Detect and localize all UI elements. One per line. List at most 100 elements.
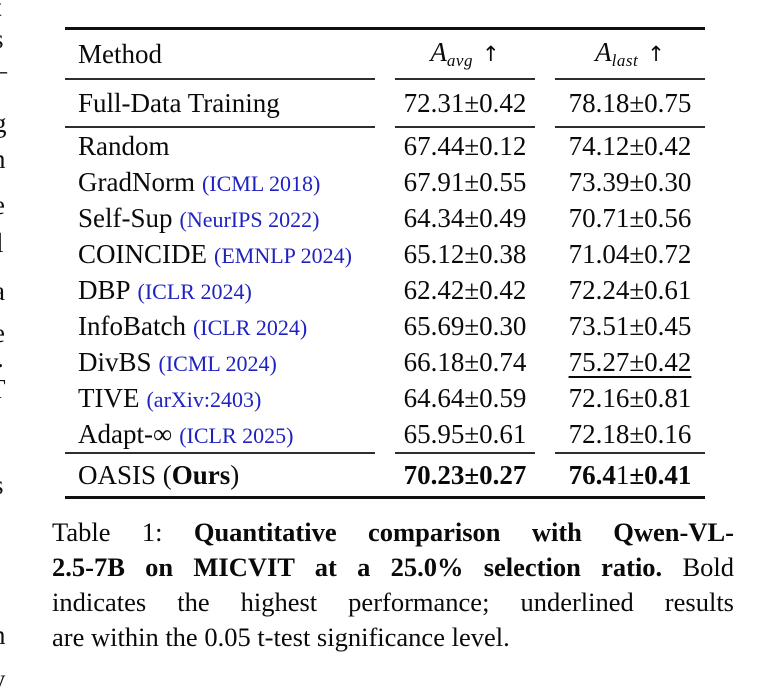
citation-link[interactable]: (arXiv:2403) (146, 386, 262, 412)
a-last-cell: 74.12±0.42 (555, 131, 705, 162)
a-avg-cell: 64.64±0.59 (395, 383, 535, 414)
text-segment: 65.69±0.30 (403, 310, 527, 341)
rule-segment (395, 78, 535, 80)
text-segment: 2.5-7B on MICVIT at a 25.0% selection ra… (52, 552, 663, 582)
a-avg-cell: 72.31±0.42 (395, 88, 535, 119)
method-cell: TIVE (arXiv:2403) (65, 383, 375, 414)
text-segment: 73.39±0.30 (568, 166, 692, 197)
table-row: Random 67.44±0.12 74.12±0.42 (65, 128, 705, 164)
text-segment: 71.04±0.72 (568, 238, 692, 269)
rule-segment (555, 452, 705, 454)
text-segment: Adapt-∞ (78, 418, 173, 449)
header-a-last: Alast ↑ (555, 37, 705, 71)
text-segment: 78.18±0.75 (568, 87, 692, 118)
text-segment: 65.12±0.38 (403, 238, 527, 269)
left-column-text-fragment: . (0, 345, 4, 372)
rule-segment (65, 78, 375, 80)
citation-link[interactable]: (ICML 2024) (158, 350, 277, 376)
method-cell: Random (65, 131, 375, 162)
math-symbol: A (595, 37, 612, 67)
method-cell: GradNorm (ICML 2018) (65, 167, 375, 198)
rule-segment (395, 452, 535, 454)
text-segment: 64.64±0.59 (403, 382, 527, 413)
text-segment: 1 (615, 459, 630, 490)
left-column-text-fragment: t (0, 0, 2, 21)
text-segment: 64.34±0.49 (403, 202, 527, 233)
citation-link[interactable]: (ICLR 2025) (179, 422, 294, 448)
a-last-cell: 70.71±0.56 (555, 203, 705, 234)
a-last-cell: 75.27±0.42 (555, 347, 705, 378)
text-segment: Full-Data Training (78, 87, 280, 118)
header-method: Method (78, 38, 162, 69)
header-a-avg: Aavg ↑ (395, 37, 535, 71)
partial-rule (65, 78, 705, 80)
a-last-cell: 73.39±0.30 (555, 167, 705, 198)
method-cell: COINCIDE (EMNLP 2024) (65, 239, 375, 270)
citation-link[interactable]: (ICLR 2024) (192, 314, 308, 340)
math-subscript: avg (446, 51, 473, 70)
table-row: GradNorm (ICML 2018) 67.91±0.55 73.39±0.30 (65, 164, 705, 200)
text-segment: Bold (662, 552, 734, 582)
left-column-text-fragment: — (0, 57, 7, 84)
table-row: Full-Data Training 72.31±0.42 78.18±0.75 (65, 80, 705, 126)
text-segment: Table 1: (52, 517, 194, 547)
text-segment: 73.51±0.45 (568, 310, 692, 341)
text-segment: 66.18±0.74 (403, 346, 527, 377)
left-column-text-fragment: n (0, 622, 6, 649)
table-row: InfoBatch (ICLR 2024) 65.69±0.30 73.51±0.45 (65, 308, 705, 344)
citation-link[interactable]: (NeurIPS 2022) (179, 206, 320, 232)
citation-link[interactable]: (ICML 2018) (201, 170, 321, 196)
a-last-cell: 72.18±0.16 (555, 419, 705, 450)
a-avg-cell: 70.23±0.27 (395, 460, 535, 491)
a-avg-cell: 66.18±0.74 (395, 347, 535, 378)
partial-rule (65, 452, 705, 454)
left-column-text-fragment: g (0, 110, 7, 137)
rule-segment (65, 126, 375, 128)
text-segment: DivBS (78, 346, 152, 377)
text-segment: GradNorm (78, 166, 195, 197)
a-avg-cell: 65.12±0.38 (395, 239, 535, 270)
left-column-text-fragment: s (0, 472, 4, 499)
text-segment: 72.18±0.16 (568, 418, 692, 449)
text-segment: InfoBatch (78, 310, 186, 341)
rule-segment (555, 78, 705, 80)
caption-line: Table 1: Quantitative comparison with Qw… (52, 515, 734, 550)
rule-segment (395, 126, 535, 128)
caption-line: indicates the highest performance; under… (52, 585, 734, 620)
left-column-text-fragment: y (0, 666, 6, 693)
text-segment: TIVE (78, 382, 140, 413)
text-segment: Self-Sup (78, 202, 173, 233)
left-column-text-fragment: l (0, 230, 4, 257)
left-column-text-fragment: a (0, 278, 5, 305)
text-segment: OASIS ( (78, 459, 172, 490)
caption-line: are within the 0.05 t-test significance … (52, 620, 734, 655)
a-avg-cell: 65.69±0.30 (395, 311, 535, 342)
text-segment: DBP (78, 274, 131, 305)
left-column-text-fragment: n (0, 146, 6, 173)
math-symbol: A (430, 37, 447, 67)
method-cell: Adapt-∞ (ICLR 2025) (65, 419, 375, 450)
citation-link[interactable]: (ICLR 2024) (137, 278, 252, 304)
text-segment: indicates the highest performance; under… (52, 587, 734, 617)
left-column-text-fragment: e (0, 192, 5, 219)
up-arrow-icon: ↑ (647, 42, 665, 66)
text-segment: ) (230, 459, 240, 490)
a-avg-cell: 65.95±0.61 (395, 419, 535, 450)
text-segment: 72.16±0.81 (568, 382, 692, 413)
a-avg-cell: 62.42±0.42 (395, 275, 535, 306)
a-last-cell: 76.41±0.41 (555, 460, 705, 491)
left-column-text-fragment: s (0, 26, 4, 53)
citation-link[interactable]: (EMNLP 2024) (214, 242, 352, 268)
text-segment: 65.95±0.61 (403, 418, 527, 449)
a-avg-cell: 67.91±0.55 (395, 167, 535, 198)
text-segment: are within the 0.05 t-test significance … (52, 622, 510, 652)
text-segment: 75.27±0.42 (568, 346, 692, 377)
caption-line: 2.5-7B on MICVIT at a 25.0% selection ra… (52, 550, 734, 585)
a-avg-cell: 64.34±0.49 (395, 203, 535, 234)
left-column-text-fragment: e (0, 320, 5, 347)
text-segment: Ours (171, 459, 231, 490)
method-cell: Self-Sup (NeurIPS 2022) (65, 203, 375, 234)
text-segment: 74.12±0.42 (568, 130, 692, 161)
results-table: Method Aavg ↑ Alast ↑ Full-Data Training 72… (65, 27, 705, 499)
a-last-cell: 78.18±0.75 (555, 88, 705, 119)
